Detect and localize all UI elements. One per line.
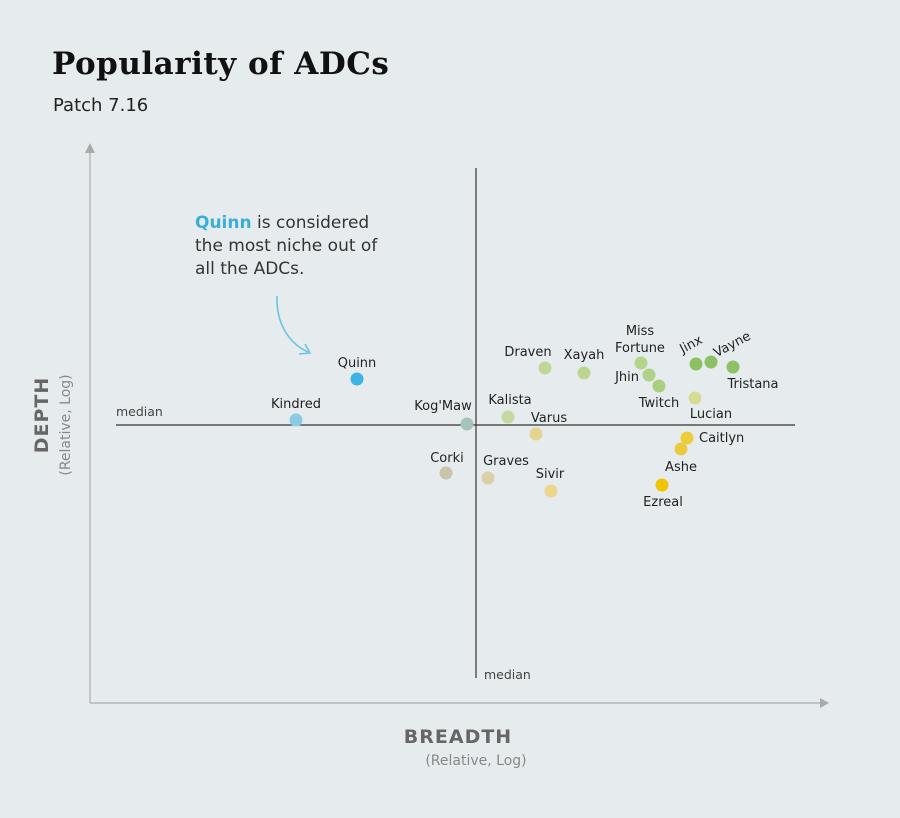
label-graves: Graves	[483, 454, 529, 469]
chart-subtitle: Patch 7.16	[53, 95, 149, 116]
label-vayne: Vayne	[711, 329, 753, 361]
x-axis-title: BREADTH	[404, 726, 512, 748]
label-lucian: Lucian	[690, 407, 732, 422]
point-corki	[439, 466, 453, 480]
point-quinn	[350, 372, 364, 386]
label-corki: Corki	[430, 451, 464, 466]
y-axis-arrow-icon	[85, 143, 95, 153]
label-tristana: Tristana	[726, 377, 778, 392]
point-kog-maw	[460, 417, 474, 431]
chart-title: Popularity of ADCs	[52, 46, 390, 82]
y-axis-subtitle: (Relative, Log)	[58, 374, 74, 475]
label-kindred: Kindred	[271, 397, 321, 412]
point-kalista	[501, 410, 515, 424]
point-xayah	[577, 366, 591, 380]
point-ashe	[674, 442, 688, 456]
point-caitlyn	[680, 431, 694, 445]
label-draven: Draven	[504, 345, 551, 360]
point-lucian	[688, 391, 702, 405]
label-xayah: Xayah	[564, 348, 605, 363]
point-tristana	[726, 360, 740, 374]
annotation-arrow	[276, 295, 309, 353]
label-miss-fortune: Miss Fortune	[615, 324, 665, 356]
label-sivir: Sivir	[536, 467, 565, 482]
label-jinx: Jinx	[677, 333, 706, 358]
annotation-text: is considered the most niche out of all …	[195, 213, 378, 279]
point-miss-fortune	[634, 356, 648, 370]
quinn-annotation: Quinn is considered the most niche out o…	[195, 212, 395, 281]
median-vertical-label: median	[484, 667, 531, 682]
point-kindred	[289, 413, 303, 427]
label-caitlyn: Caitlyn	[699, 431, 744, 446]
point-ezreal	[655, 478, 669, 492]
label-kog-maw: Kog'Maw	[414, 399, 472, 414]
label-varus: Varus	[531, 411, 567, 426]
point-sivir	[544, 484, 558, 498]
y-axis-title: DEPTH	[31, 377, 53, 454]
label-twitch: Twitch	[638, 396, 680, 411]
median-horizontal-label: median	[116, 404, 163, 419]
label-ezreal: Ezreal	[643, 495, 683, 510]
label-ashe: Ashe	[665, 460, 697, 475]
point-jhin	[642, 368, 656, 382]
label-quinn: Quinn	[338, 356, 377, 371]
label-jhin: Jhin	[614, 370, 639, 385]
label-kalista: Kalista	[488, 393, 531, 408]
point-draven	[538, 361, 552, 375]
x-axis-subtitle: (Relative, Log)	[425, 753, 526, 769]
annotation-highlight: Quinn	[195, 213, 252, 233]
point-vayne	[704, 355, 718, 369]
point-varus	[529, 427, 543, 441]
point-graves	[481, 471, 495, 485]
point-jinx	[689, 357, 703, 371]
annotation-arrowhead-icon	[298, 343, 312, 355]
point-twitch	[652, 379, 666, 393]
x-axis-arrow-icon	[820, 698, 829, 708]
